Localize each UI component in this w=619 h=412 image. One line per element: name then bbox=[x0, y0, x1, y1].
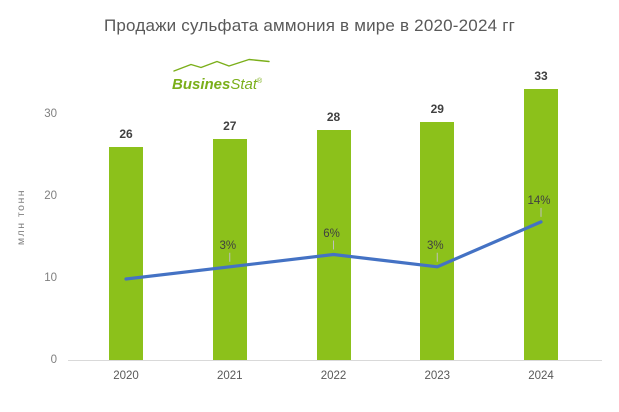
bar-value-label: 33 bbox=[534, 69, 548, 84]
bar-value-label: 27 bbox=[223, 118, 237, 133]
x-axis-label: 2021 bbox=[216, 370, 243, 382]
bar-2021 bbox=[212, 138, 247, 360]
logo-chart-squiggle-icon bbox=[173, 58, 270, 72]
growth-pct-label: 3% bbox=[426, 239, 444, 252]
growth-pct-label: 6% bbox=[323, 227, 340, 240]
logo-text-stat: Stat bbox=[230, 76, 258, 93]
businesstat-logo: BusinesStat® bbox=[172, 58, 276, 94]
y-axis-tick-label: 0 bbox=[50, 354, 57, 366]
x-axis-label: 2024 bbox=[528, 370, 554, 382]
bar-value-label: 28 bbox=[326, 110, 341, 125]
bar-2023 bbox=[420, 122, 455, 360]
registered-mark: ® bbox=[257, 78, 263, 85]
x-axis-label: 2022 bbox=[320, 370, 347, 382]
y-axis-tick-label: 30 bbox=[44, 108, 57, 120]
logo-text: BusinesStat® bbox=[172, 74, 276, 93]
bar-2024 bbox=[524, 89, 558, 360]
growth-line bbox=[124, 220, 543, 281]
y-axis-tick-label: 10 bbox=[44, 272, 57, 284]
x-axis-line bbox=[68, 360, 602, 361]
y-axis-tick-label: 20 bbox=[44, 190, 57, 202]
bar-2020 bbox=[109, 146, 143, 360]
bar-value-label: 26 bbox=[119, 126, 133, 141]
logo-text-busines: Busines bbox=[172, 76, 231, 93]
bar-value-label: 29 bbox=[430, 102, 444, 117]
x-axis-label: 2023 bbox=[424, 370, 451, 382]
chart-title: Продажи сульфата аммония в мире в 2020-2… bbox=[103, 16, 515, 35]
growth-pct-label: 14% bbox=[527, 194, 551, 207]
x-axis-label: 2020 bbox=[113, 370, 139, 382]
growth-pct-label: 3% bbox=[219, 239, 237, 252]
